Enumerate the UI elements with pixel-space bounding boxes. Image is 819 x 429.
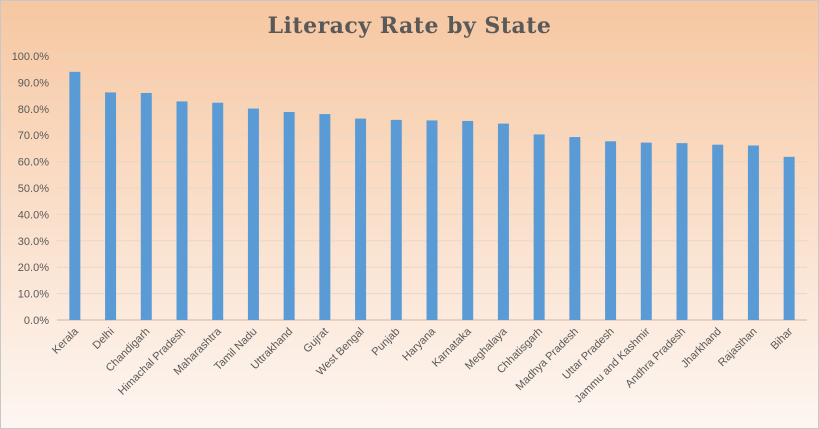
bar-chhatisgarh <box>533 134 545 320</box>
y-axis-ticks: 0.0% 10.0% 20.0% 30.0% 40.0% 50.0% 60.0% 70.0% 8… <box>12 51 50 327</box>
bar-rajasthan <box>747 145 759 320</box>
bar-gujrat <box>319 114 331 320</box>
bar-kerala <box>69 71 81 320</box>
bar-andhra-pradesh <box>676 143 688 320</box>
bar-karnataka <box>462 120 474 320</box>
y-tick-label: 10.0% <box>18 289 49 301</box>
bar-uttar-pradesh <box>605 141 617 320</box>
bar-uttrakhand <box>283 111 295 320</box>
chart-title: Literacy Rate by State <box>267 13 552 39</box>
y-tick-label: 20.0% <box>18 262 49 274</box>
bar-delhi <box>105 92 117 320</box>
x-tick-label: Gujrat <box>301 326 331 356</box>
y-tick-label: 100.0% <box>12 51 50 63</box>
x-tick-label: Madhya Pradesh <box>514 326 581 393</box>
y-tick-label: 90.0% <box>18 77 49 89</box>
y-tick-label: 70.0% <box>18 130 49 142</box>
bar-himachal-pradesh <box>176 101 188 321</box>
bar-chandigarh <box>140 92 152 321</box>
bars <box>69 71 795 321</box>
x-tick-label: Himachal Pradesh <box>116 326 188 398</box>
bar-jharkhand <box>712 144 724 320</box>
x-tick-label: Punjab <box>370 326 403 359</box>
y-tick-label: 60.0% <box>18 157 49 169</box>
bar-maharashtra <box>212 102 224 320</box>
bar-madhya-pradesh <box>569 137 581 320</box>
bar-west-bengal <box>355 118 367 321</box>
bar-punjab <box>390 119 402 320</box>
y-tick-label: 50.0% <box>18 183 49 195</box>
x-tick-label: Kerala <box>50 325 82 357</box>
bar-jammu-and-kashmir <box>640 142 652 320</box>
bar-tamil-nadu <box>247 108 259 320</box>
x-tick-label: Bihar <box>769 325 796 352</box>
bar-bihar <box>783 156 795 320</box>
x-tick-label: Delhi <box>90 326 116 352</box>
bar-haryana <box>426 120 438 320</box>
x-tick-label: Rajasthan <box>716 326 760 370</box>
y-tick-label: 40.0% <box>18 209 49 221</box>
y-tick-label: 30.0% <box>18 236 49 248</box>
y-tick-label: 80.0% <box>18 104 49 116</box>
y-tick-label: 0.0% <box>24 315 49 327</box>
bar-meghalaya <box>497 123 509 320</box>
